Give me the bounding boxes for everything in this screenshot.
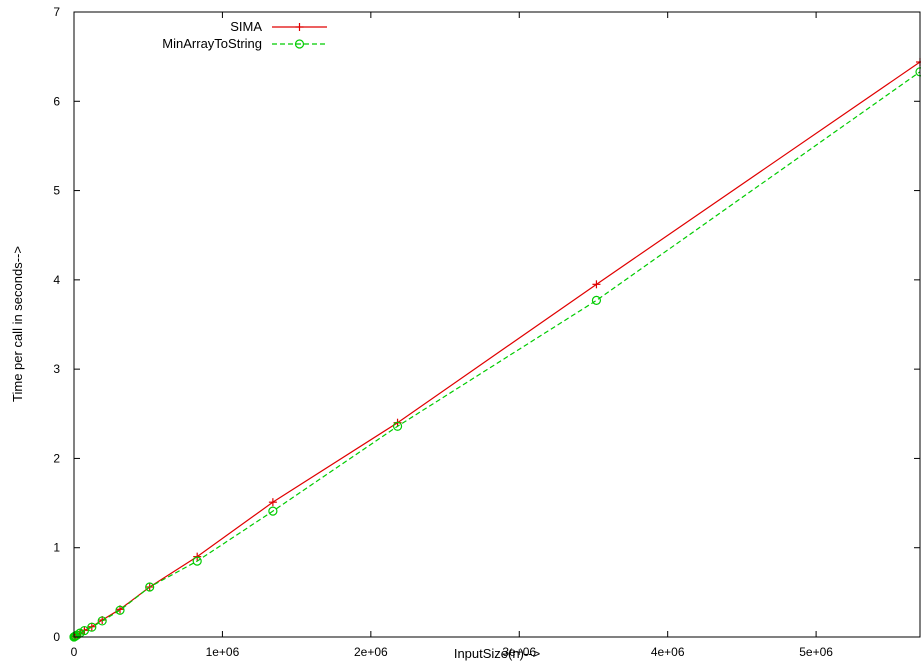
series-sima (70, 58, 921, 641)
y-tick-label: 4 (53, 273, 60, 287)
series-line-minarraytostring (73, 71, 921, 638)
series-line-sima (73, 61, 921, 638)
data-point-minarraytostring (87, 622, 97, 632)
y-tick-label: 3 (53, 362, 60, 376)
x-tick-label: 5e+06 (799, 645, 833, 659)
y-axis-ticks: 0 1 2 3 4 5 6 7 (53, 5, 920, 644)
y-tick-label: 0 (53, 630, 60, 644)
x-axis-ticks: 0 1e+06 2e+06 3e+06 4e+06 5e+06 (71, 12, 833, 659)
y-axis-title-group: Time per call in seconds--> (10, 246, 25, 402)
data-point-minarraytostring (392, 421, 403, 431)
x-tick-label: 1e+06 (206, 645, 240, 659)
data-point-minarraytostring (591, 295, 602, 305)
y-tick-label: 1 (53, 541, 60, 555)
y-tick-label: 6 (53, 94, 60, 108)
y-tick-label: 7 (53, 5, 60, 19)
x-axis-title: InputSize(n)--> (454, 646, 540, 661)
y-tick-label: 5 (53, 184, 60, 198)
plot-area-border (73, 11, 921, 638)
legend: SIMA MinArrayToString (162, 19, 327, 51)
x-tick-label: 4e+06 (651, 645, 685, 659)
legend-marker-sima (295, 23, 304, 31)
legend-label-minarraytostring: MinArrayToString (162, 36, 262, 51)
legend-label-sima: SIMA (230, 19, 262, 34)
x-tick-label: 3e+06 (502, 645, 536, 659)
x-tick-label: 0 (71, 645, 78, 659)
series-layer (69, 58, 921, 642)
data-point-minarraytostring (79, 625, 89, 636)
y-axis-title: Time per call in seconds--> (10, 246, 25, 402)
data-point-minarraytostring (268, 506, 278, 516)
data-point-sima (592, 280, 601, 289)
data-point-minarraytostring (192, 556, 202, 566)
y-tick-label: 2 (53, 451, 60, 465)
data-point-minarraytostring (145, 582, 155, 592)
data-point-sima (268, 498, 277, 507)
data-point-minarraytostring (115, 605, 125, 615)
x-tick-label: 2e+06 (354, 645, 388, 659)
data-point-minarraytostring (97, 616, 107, 626)
legend-marker-minarraytostring (294, 39, 305, 49)
